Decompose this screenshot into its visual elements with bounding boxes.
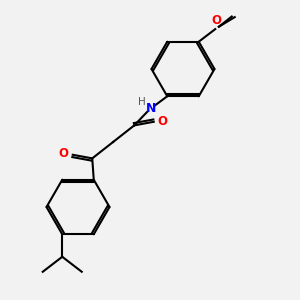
Text: N: N <box>146 102 156 116</box>
Text: O: O <box>157 115 167 128</box>
Text: H: H <box>139 97 146 107</box>
Text: O: O <box>58 147 68 160</box>
Text: O: O <box>212 14 222 27</box>
